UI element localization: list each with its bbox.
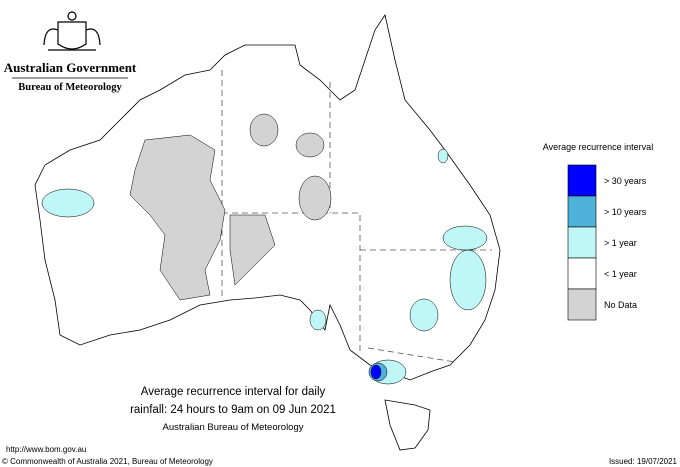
footer-issued: Issued: 19/07/2021 — [609, 457, 678, 466]
legend-swatch — [567, 226, 597, 259]
legend-swatch — [567, 257, 597, 290]
map — [34, 13, 501, 451]
footer-copyright: © Commonwealth of Australia 2021, Bureau… — [2, 457, 213, 466]
recurrence-areas — [41, 148, 488, 385]
no-data-areas — [129, 113, 332, 301]
legend-label: > 30 years — [604, 176, 647, 186]
government-title: Australian Government — [4, 60, 137, 75]
crest — [43, 11, 101, 51]
area-over-1-year — [442, 225, 488, 251]
area-over-1-year — [449, 249, 487, 311]
caption-line: Average recurrence interval for daily — [141, 386, 326, 398]
caption-line: rainfall: 24 hours to 9am on 09 Jun 2021 — [130, 404, 336, 416]
state-border — [221, 70, 492, 363]
mainland — [34, 13, 501, 381]
legend-label: > 10 years — [604, 207, 647, 217]
legend: Average recurrence interval > 30 years > … — [543, 142, 653, 321]
area-over-1-year — [309, 309, 327, 331]
legend-swatch — [567, 195, 597, 228]
agency-name: Bureau of Meteorology — [18, 82, 122, 93]
legend-label: < 1 year — [604, 269, 637, 279]
area-over-1-year — [437, 148, 449, 164]
no-data-area — [229, 214, 276, 286]
area-over-30-years — [370, 364, 382, 380]
tasmania — [384, 399, 431, 451]
legend-title: Average recurrence interval — [543, 142, 653, 152]
area-over-1-year — [41, 188, 95, 218]
legend-swatch — [567, 288, 597, 321]
area-over-1-year — [409, 298, 439, 332]
legend-label: No Data — [604, 300, 637, 310]
no-data-area — [298, 175, 332, 221]
legend-swatch — [567, 164, 597, 197]
no-data-area — [249, 113, 279, 147]
caption-source: Australian Bureau of Meteorology — [163, 422, 304, 433]
footer-url: http://www.bom.gov.au — [6, 445, 86, 454]
no-data-area — [129, 134, 226, 301]
legend-label: > 1 year — [604, 238, 637, 248]
no-data-area — [295, 132, 325, 158]
